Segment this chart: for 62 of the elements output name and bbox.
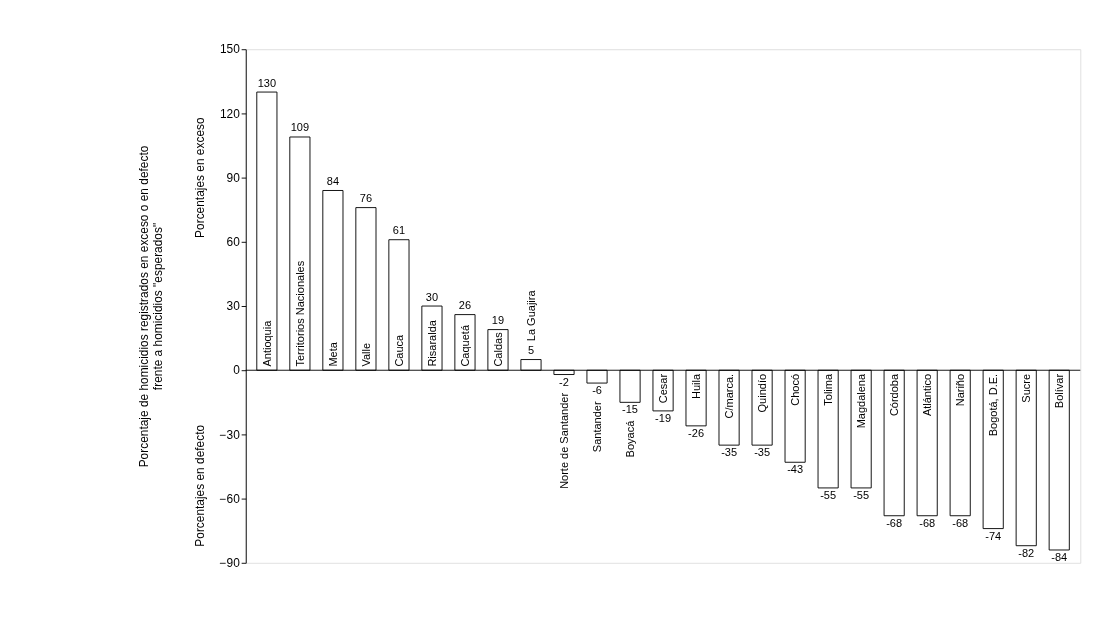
data-label: -55 — [820, 488, 837, 501]
data-label: 76 — [359, 192, 373, 205]
x-tick-label: Quindío — [755, 373, 768, 413]
x-tick-label: Antioquia — [260, 319, 273, 367]
x-tick-label: Chocó — [788, 373, 801, 406]
data-label: -35 — [754, 446, 771, 459]
data-label: -2 — [559, 375, 569, 388]
x-tick-label: Tolima — [821, 373, 834, 406]
x-tick-label: Córdoba — [887, 373, 900, 417]
x-tick-label: Cesar — [656, 373, 669, 404]
y-tick-label: 90 — [226, 170, 241, 185]
data-label: -43 — [787, 463, 804, 476]
data-label: -19 — [655, 411, 672, 424]
data-label: -15 — [622, 403, 638, 416]
data-label: -82 — [1018, 546, 1035, 559]
data-label: 130 — [257, 76, 277, 89]
x-tick-label: Magdalena — [854, 373, 867, 429]
y-tick-label: 150 — [219, 42, 241, 57]
data-label: -6 — [592, 384, 602, 397]
y-axis-title: Porcentaje de homicidios registrados en exceso o en defecto frente a homicidios "esperados" — [137, 145, 165, 468]
data-label: -26 — [688, 426, 705, 439]
data-label: 84 — [326, 174, 340, 187]
data-label: -68 — [886, 516, 903, 529]
text: Porcentajes en exceso — [192, 117, 207, 238]
y-tick-label: −60 — [219, 491, 241, 506]
y-tick-label: 120 — [219, 106, 241, 121]
x-tick-label: C/marca. — [722, 373, 735, 419]
x-tick-label: Cauca — [392, 333, 405, 367]
x-tick-label: Norte de Santander — [557, 392, 570, 489]
data-label: 30 — [425, 290, 439, 303]
x-tick-label: Bogotá, D.E. — [986, 373, 999, 437]
y-tick-label: 0 — [233, 363, 241, 378]
data-label: 26 — [458, 299, 472, 312]
x-tick-label: Valle — [359, 342, 372, 367]
x-tick-label: Huila — [689, 373, 702, 399]
data-label: 19 — [491, 314, 505, 327]
x-tick-label: Boyacá — [623, 419, 636, 458]
x-tick-label: Nariño — [953, 373, 966, 407]
data-label: -55 — [853, 488, 870, 501]
y-tick-label: −30 — [219, 427, 241, 442]
data-label: -68 — [952, 516, 969, 529]
x-tick-label: Sucre — [1019, 373, 1032, 403]
data-label: -68 — [919, 516, 936, 529]
y-tick-label: 60 — [226, 234, 241, 249]
data-label: 61 — [392, 224, 406, 237]
text: Porcentajes en defecto — [192, 424, 207, 547]
x-tick-label: Territorios Nacionales — [293, 260, 306, 367]
data-label: 5 — [527, 344, 535, 357]
x-tick-label: Caldas — [491, 331, 504, 367]
data-label: 109 — [290, 121, 310, 134]
x-tick-label: Meta — [326, 341, 339, 367]
x-tick-label: La Guajira — [524, 289, 537, 342]
x-tick-label: Atlántico — [920, 373, 933, 417]
x-tick-label: Caquetá — [458, 324, 471, 367]
x-tick-label: Bolívar — [1052, 373, 1065, 409]
y-tick-label: 30 — [226, 299, 241, 314]
data-label: -84 — [1051, 550, 1068, 563]
x-tick-label: Risaralda — [425, 319, 438, 367]
data-label: -35 — [721, 446, 738, 459]
data-label: -74 — [985, 529, 1002, 542]
x-tick-label: Santander — [590, 401, 603, 453]
y-tick-label: −90 — [219, 555, 241, 570]
